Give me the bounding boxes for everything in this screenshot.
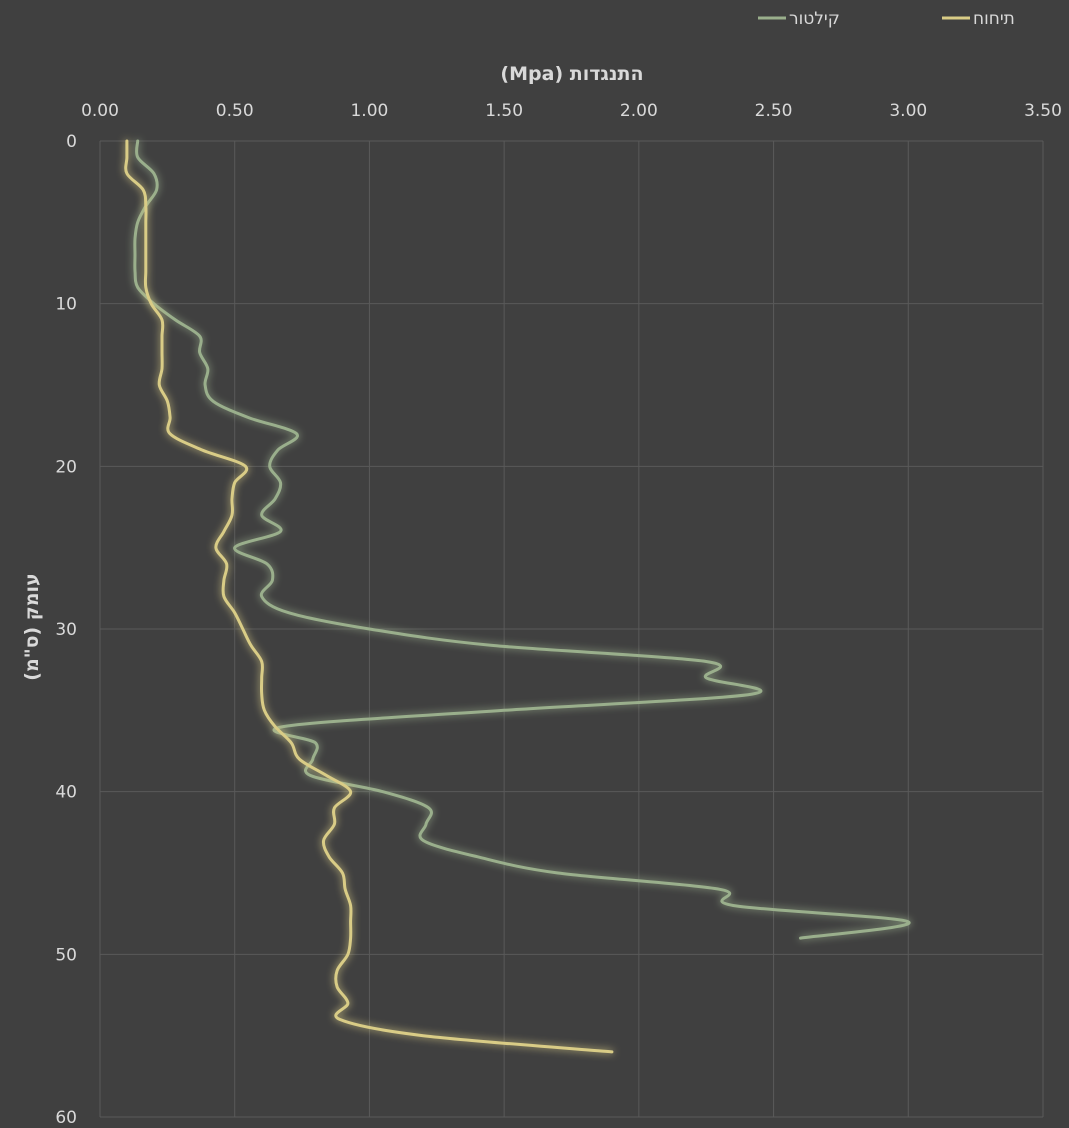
legend: תיחוח קילטור (758, 9, 1015, 29)
legend-item: קילטור (758, 9, 840, 29)
series-layer (124, 139, 911, 1054)
y-tick-label: 40 (55, 783, 77, 803)
series-line (133, 139, 911, 940)
series-1 (133, 139, 911, 940)
legend-label: תיחוח (973, 9, 1015, 29)
x-tick-label: 2.50 (755, 101, 793, 121)
series-2 (124, 139, 614, 1054)
legend-item: תיחוח (942, 9, 1015, 29)
x-tick-label: 3.00 (889, 101, 927, 121)
x-axis-title: התנגדות (Mpa) (500, 63, 643, 85)
x-tick-label: 0.00 (81, 101, 119, 121)
y-tick-label: 20 (55, 457, 77, 477)
x-tick-label: 2.00 (620, 101, 658, 121)
x-tick-label: 1.00 (350, 101, 388, 121)
x-tick-label: 0.50 (216, 101, 254, 121)
y-tick-label: 60 (55, 1108, 77, 1128)
y-tick-label: 10 (55, 295, 77, 315)
y-tick-label: 0 (66, 132, 77, 152)
y-tick-label: 50 (55, 945, 77, 965)
series-line (124, 139, 614, 1054)
gridlines (99, 140, 1044, 1118)
axis-ticks: 0.00 0.50 1.00 1.50 2.00 2.50 3.00 3.50 0 10 20 30 4… (55, 101, 1062, 1128)
y-axis-title: עומק (ס"מ) (21, 573, 43, 680)
x-tick-label: 1.50 (485, 101, 523, 121)
y-tick-label: 30 (55, 620, 77, 640)
legend-label: קילטור (789, 9, 840, 29)
x-tick-label: 3.50 (1024, 101, 1062, 121)
